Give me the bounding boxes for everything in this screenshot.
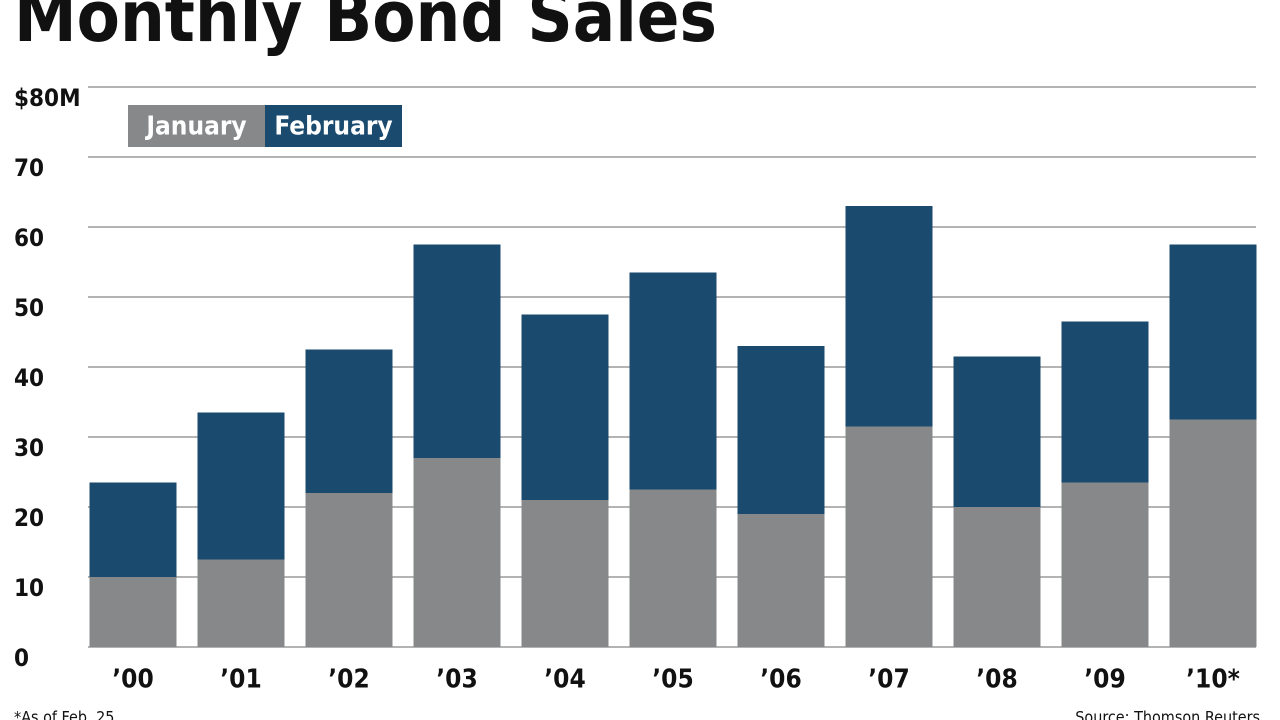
legend-swatch <box>265 105 402 147</box>
x-tick-label: ’10* <box>1186 665 1240 695</box>
y-tick-label: 70 <box>14 154 44 182</box>
bar-segment <box>953 356 1041 507</box>
bar-segment <box>1169 419 1257 647</box>
y-tick-label: $80M <box>14 84 81 112</box>
y-tick-label: 20 <box>14 504 44 532</box>
bar-segment <box>845 206 933 427</box>
x-tick-label: ’00 <box>112 665 153 695</box>
bar-segment <box>89 577 177 647</box>
legend-label: February <box>274 112 392 142</box>
chart-title: Monthly Bond Sales <box>14 0 717 58</box>
footnote: *As of Feb. 25 <box>14 708 114 720</box>
y-tick-label: 50 <box>14 294 44 322</box>
y-tick-label: 0 <box>14 644 29 672</box>
legend-label: January <box>144 112 246 142</box>
source: Source: Thomson Reuters <box>1075 708 1260 720</box>
bar-segment <box>197 559 285 647</box>
y-tick-label: 30 <box>14 434 44 462</box>
bar-segment <box>737 514 825 647</box>
y-tick-label: 40 <box>14 364 44 392</box>
bar-segment <box>953 507 1041 647</box>
bar-segment <box>1169 244 1257 420</box>
x-tick-label: ’03 <box>436 665 477 695</box>
bar-segment <box>89 482 177 577</box>
bar-segment <box>197 412 285 560</box>
bar-segment <box>737 346 825 514</box>
bar-segment <box>521 314 609 500</box>
x-tick-label: ’02 <box>328 665 369 695</box>
x-tick-label: ’04 <box>544 665 585 695</box>
legend-swatch <box>128 105 265 147</box>
bar-segment <box>521 500 609 647</box>
x-tick-label: ’01 <box>220 665 261 695</box>
bar-segment <box>1061 321 1149 483</box>
x-tick-label: ’06 <box>760 665 801 695</box>
bar-segment <box>413 458 501 647</box>
bar-segment <box>629 272 717 490</box>
bar-segment <box>629 489 717 647</box>
bar-segment <box>413 244 501 458</box>
bar-segment <box>845 426 933 647</box>
x-tick-label: ’07 <box>868 665 909 695</box>
x-tick-label: ’09 <box>1084 665 1125 695</box>
bar-segment <box>1061 482 1149 647</box>
y-tick-label: 10 <box>14 574 44 602</box>
x-tick-label: ’05 <box>652 665 693 695</box>
x-tick-label: ’08 <box>976 665 1017 695</box>
bar-segment <box>305 349 393 493</box>
y-tick-label: 60 <box>14 224 44 252</box>
bar-segment <box>305 493 393 647</box>
